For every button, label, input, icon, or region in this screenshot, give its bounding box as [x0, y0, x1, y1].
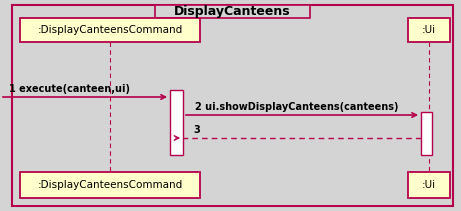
Text: :DisplayCanteensCommand: :DisplayCanteensCommand — [37, 180, 183, 190]
Text: 1 execute(canteen,ui): 1 execute(canteen,ui) — [8, 84, 130, 94]
Text: 3: 3 — [193, 125, 200, 135]
Bar — [408, 18, 450, 42]
Text: :DisplayCanteensCommand: :DisplayCanteensCommand — [37, 25, 183, 35]
Bar — [421, 112, 432, 155]
Text: :Ui: :Ui — [422, 25, 436, 35]
Bar — [20, 172, 200, 198]
Bar — [408, 172, 450, 198]
Text: 2 ui.showDisplayCanteens(canteens): 2 ui.showDisplayCanteens(canteens) — [195, 102, 398, 112]
Text: DisplayCanteens: DisplayCanteens — [174, 5, 291, 18]
Bar — [170, 90, 183, 155]
Bar — [20, 18, 200, 42]
Text: :Ui: :Ui — [422, 180, 436, 190]
Bar — [155, 5, 310, 18]
